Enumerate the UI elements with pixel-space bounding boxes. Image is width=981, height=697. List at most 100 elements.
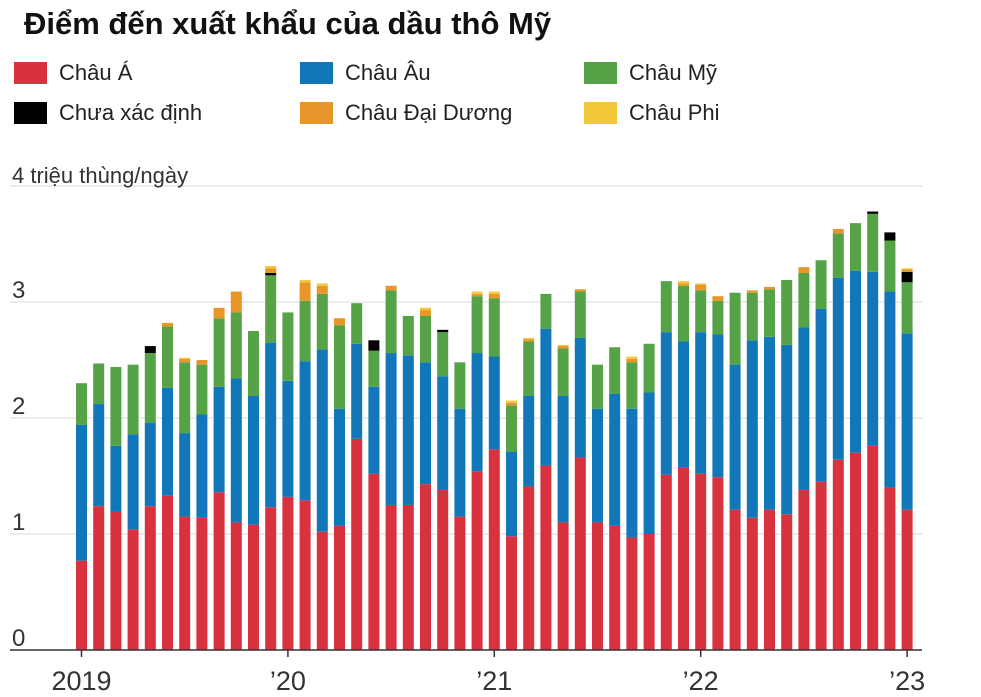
bar-segment-americas — [265, 275, 277, 343]
bar-segment-asia — [643, 534, 655, 650]
bar-segment-europe — [93, 404, 105, 507]
bar-segment-americas — [282, 312, 294, 381]
bar-segment-americas — [574, 291, 586, 338]
bar-segment-americas — [385, 290, 397, 354]
bar-segment-oceania — [678, 283, 689, 286]
y-tick-label: 2 — [12, 393, 25, 420]
bar-segment-africa — [316, 283, 328, 286]
bar-segment-asia — [626, 537, 638, 650]
bar-segment-americas — [764, 289, 775, 337]
legend-item-asia: Châu Á — [14, 60, 132, 86]
bar-segment-americas — [179, 362, 191, 434]
bar-segment-asia — [437, 489, 449, 650]
bar-segment-europe — [196, 414, 208, 518]
bar-segment-asia — [144, 506, 156, 650]
bar-segment-asia — [93, 506, 105, 650]
legend-label-americas: Châu Mỹ — [629, 60, 718, 85]
legend-label-africa: Châu Phi — [629, 100, 720, 125]
bar-segment-europe — [316, 349, 328, 532]
bar-segment-americas — [196, 364, 208, 415]
bar-segment-asia — [127, 529, 139, 650]
bar-segment-europe — [368, 386, 380, 474]
x-tick-label: ’22 — [683, 666, 719, 696]
bar-segment-europe — [282, 380, 294, 497]
bar-segment-africa — [901, 268, 913, 270]
bar-segment-asia — [884, 487, 896, 650]
bar-segment-asia — [196, 517, 208, 650]
bar-segment-africa — [695, 283, 707, 285]
bar-segment-oceania — [385, 285, 397, 291]
bar-segment-europe — [265, 342, 277, 508]
bar-segment-asia — [901, 509, 913, 650]
bar-segment-europe — [299, 361, 311, 501]
bar-segment-europe — [901, 333, 913, 510]
bar-segment-europe — [626, 408, 638, 538]
bar-segment-oceania — [626, 358, 638, 363]
bar-segment-unknown — [867, 211, 879, 214]
bar-segment-europe — [162, 387, 173, 496]
legend-label-oceania: Châu Đại Dương — [345, 100, 513, 125]
bar-segment-oceania — [764, 286, 775, 290]
bar-segment-unknown — [368, 340, 380, 351]
bar-segment-europe — [334, 408, 345, 526]
bar-segment-americas — [832, 233, 844, 278]
bar-segment-europe — [230, 378, 242, 523]
bar-segment-americas — [592, 364, 603, 409]
legend-swatch-africa — [584, 102, 617, 124]
bar-segment-oceania — [420, 310, 431, 316]
bar-segment-africa — [678, 281, 689, 284]
bar-segment-americas — [901, 282, 913, 334]
bar-segment-oceania — [488, 293, 500, 299]
bar-segment-europe — [213, 386, 225, 493]
bar-segment-europe — [385, 353, 397, 505]
bar-segment-africa — [488, 291, 500, 294]
bar-segment-oceania — [901, 269, 913, 272]
bar-segment-americas — [471, 296, 483, 354]
bar-segment-europe — [540, 328, 552, 466]
bar-segment-asia — [832, 459, 844, 650]
bar-segment-americas — [815, 260, 827, 309]
x-tick-label: 2019 — [51, 666, 111, 696]
bar-segment-europe — [420, 362, 431, 485]
bar-segment-oceania — [746, 290, 758, 293]
legend-item-africa: Châu Phi — [584, 100, 720, 126]
bar-segment-africa — [506, 400, 517, 403]
bar-segment-europe — [506, 451, 517, 537]
legend-item-oceania: Châu Đại Dương — [300, 100, 512, 126]
bar-segment-asia — [660, 474, 672, 650]
bar-segment-europe — [764, 336, 775, 510]
bar-segment-americas — [248, 331, 259, 396]
bar-segment-europe — [592, 408, 603, 523]
bar-segment-americas — [660, 281, 672, 333]
bar-segment-americas — [626, 362, 638, 409]
bar-segment-americas — [540, 293, 552, 329]
bar-segment-americas — [334, 325, 345, 409]
bar-segment-asia — [454, 516, 466, 650]
bar-segment-asia — [798, 489, 810, 650]
bar-segment-americas — [712, 300, 724, 335]
bar-segment-asia — [764, 509, 775, 650]
bar-segment-asia — [540, 465, 552, 650]
bar-segment-asia — [179, 516, 191, 650]
bar-segment-europe — [110, 445, 122, 512]
bar-segment-unknown — [901, 271, 913, 283]
bar-segment-americas — [643, 343, 655, 393]
bar-segment-americas — [437, 332, 449, 377]
bar-segment-africa — [626, 356, 638, 359]
bar-segment-asia — [162, 495, 173, 650]
bar-segment-africa — [299, 279, 311, 283]
bar-segment-europe — [557, 395, 569, 523]
bar-segment-asia — [746, 517, 758, 650]
bar-segment-europe — [351, 343, 363, 439]
bar-segment-africa — [471, 291, 483, 294]
bar-segment-europe — [867, 271, 879, 446]
bar-segment-americas — [746, 292, 758, 341]
bar-segment-americas — [144, 353, 156, 423]
bar-segment-americas — [420, 315, 431, 363]
bar-segment-americas — [351, 303, 363, 344]
bar-segment-asia — [282, 496, 294, 650]
bar-segment-oceania — [299, 282, 311, 301]
bar-segment-americas — [557, 348, 569, 396]
bar-segment-europe — [523, 395, 535, 487]
bar-segment-asia — [334, 525, 345, 650]
